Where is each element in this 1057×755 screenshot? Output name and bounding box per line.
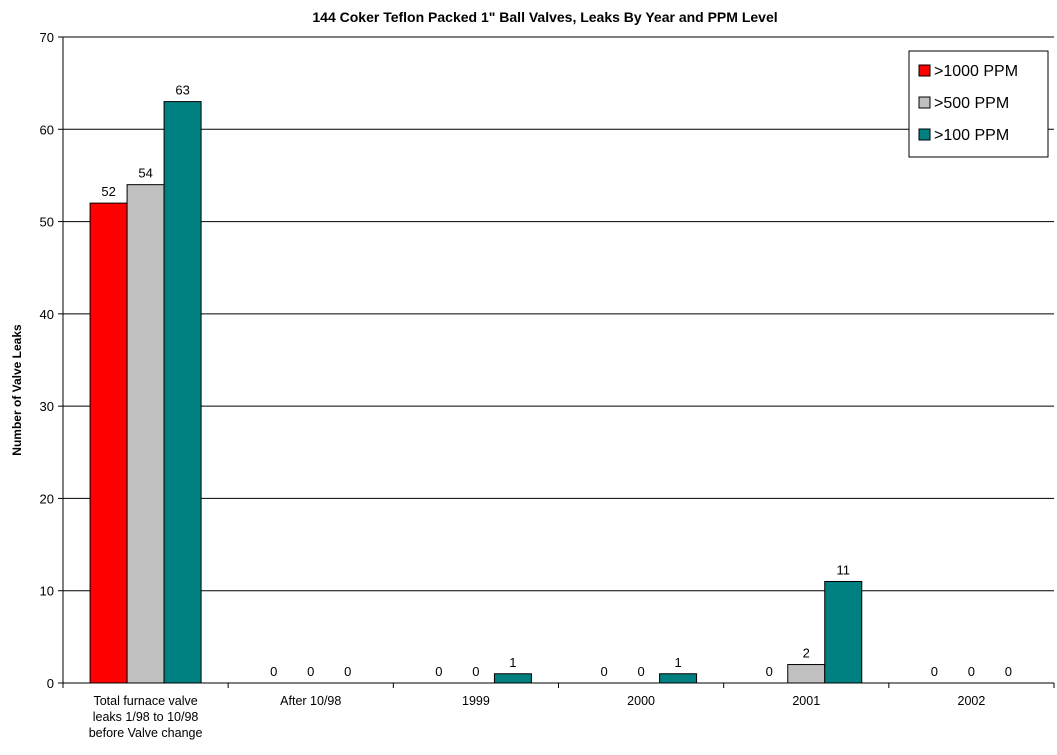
legend-swatch-1: [918, 96, 931, 109]
y-tick-label-40: 40: [40, 307, 54, 322]
legend-box: [908, 50, 1049, 158]
y-tick-label-10: 10: [40, 584, 54, 599]
legend-label-2: >100 PPM: [934, 127, 1009, 144]
bar-s2-c2: [493, 673, 532, 684]
y-axis-title: Number of Valve Leaks: [10, 324, 24, 456]
y-tick-label-50: 50: [40, 215, 54, 230]
data-label-s1-c2: 0: [472, 664, 479, 679]
data-label-s2-c3: 1: [674, 655, 681, 670]
data-label-s2-c1: 0: [344, 664, 351, 679]
bar-s2-c3: [659, 673, 698, 684]
x-tick-label-0-0: Total furnace valve: [93, 694, 197, 708]
bar-s2-c0: [163, 101, 202, 684]
gridlines: [63, 36, 1054, 592]
data-label-s1-c1: 0: [307, 664, 314, 679]
y-tick-label-20: 20: [40, 491, 54, 506]
data-label-s2-c0: 63: [175, 83, 189, 98]
data-label-s0-c1: 0: [270, 664, 277, 679]
data-label-s1-c3: 0: [637, 664, 644, 679]
legend-label-1: >500 PPM: [934, 95, 1009, 112]
data-label-s0-c3: 0: [600, 664, 607, 679]
x-tick-label-0-2: before Valve change: [89, 726, 203, 740]
x-tick-label-5-0: 2002: [958, 694, 986, 708]
bar-s2-c4: [824, 580, 863, 684]
y-tick-label-60: 60: [40, 122, 54, 137]
data-label-s1-c4: 2: [803, 646, 810, 661]
data-label-s2-c4: 11: [837, 562, 851, 577]
y-tick-label-30: 30: [40, 399, 54, 414]
x-tick-label-4-0: 2001: [792, 694, 820, 708]
x-tick-label-3-0: 2000: [627, 694, 655, 708]
bar-s1-c4: [787, 664, 826, 684]
data-label-s1-c5: 0: [968, 664, 975, 679]
data-label-s1-c0: 54: [138, 166, 152, 181]
data-label-s0-c2: 0: [435, 664, 442, 679]
data-label-s0-c5: 0: [931, 664, 938, 679]
y-tick-label-0: 0: [47, 676, 54, 691]
data-label-s0-c0: 52: [101, 184, 115, 199]
legend-swatch-2: [918, 128, 931, 141]
bar-s1-c0: [126, 184, 165, 684]
legend-swatch-0: [918, 64, 931, 77]
bar-s0-c0: [89, 202, 128, 684]
bars: [89, 101, 863, 684]
x-tick-label-0-1: leaks 1/98 to 10/98: [93, 710, 199, 724]
data-label-s0-c4: 0: [766, 664, 773, 679]
chart-title: 144 Coker Teflon Packed 1" Ball Valves, …: [312, 9, 777, 25]
data-label-s2-c5: 0: [1005, 664, 1012, 679]
legend: >1000 PPM >500 PPM >100 PPM: [908, 50, 1049, 158]
data-label-s2-c2: 1: [509, 655, 516, 670]
x-tick-label-2-0: 1999: [462, 694, 490, 708]
x-tick-label-1-0: After 10/98: [280, 694, 341, 708]
y-tick-label-70: 70: [40, 30, 54, 45]
legend-label-0: >1000 PPM: [934, 63, 1018, 80]
